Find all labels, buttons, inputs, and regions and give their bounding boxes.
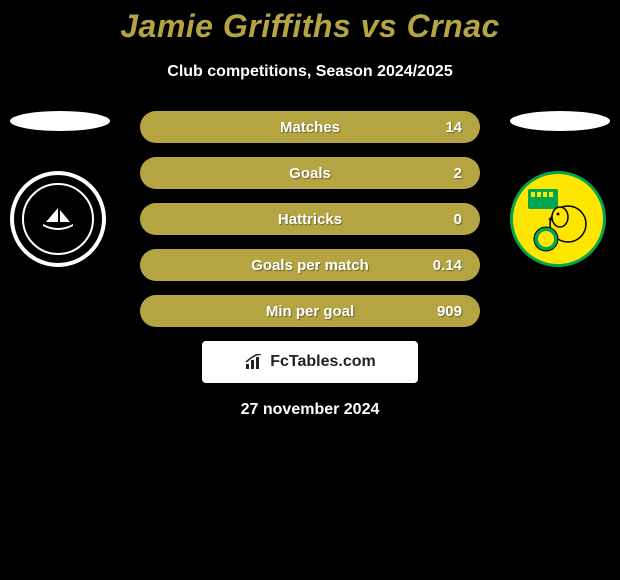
stat-value: 0.14 xyxy=(433,257,462,274)
stat-row-min-per-goal: Min per goal 909 xyxy=(140,295,480,327)
footer-date: 27 november 2024 xyxy=(0,401,620,419)
stat-label: Hattricks xyxy=(278,211,342,228)
plymouth-logo-inner xyxy=(22,183,94,255)
footer-brand-text: FcTables.com xyxy=(270,353,376,371)
right-club-logo xyxy=(510,171,606,267)
left-club-section xyxy=(10,111,110,267)
stat-value: 2 xyxy=(454,165,462,182)
stat-label: Goals xyxy=(289,165,331,182)
left-ellipse xyxy=(10,111,110,131)
subtitle: Club competitions, Season 2024/2025 xyxy=(0,63,620,81)
comparison-content: Matches 14 Goals 2 Hattricks 0 Goals per… xyxy=(0,111,620,419)
right-club-section xyxy=(510,111,610,267)
right-ellipse xyxy=(510,111,610,131)
stat-row-goals-per-match: Goals per match 0.14 xyxy=(140,249,480,281)
left-club-logo xyxy=(10,171,106,267)
boat-icon xyxy=(38,204,78,234)
stat-value: 0 xyxy=(454,211,462,228)
stat-value: 909 xyxy=(437,303,462,320)
footer-brand-badge[interactable]: FcTables.com xyxy=(202,341,418,383)
page-title: Jamie Griffiths vs Crnac xyxy=(0,0,620,45)
stat-label: Min per goal xyxy=(266,303,354,320)
stat-label: Matches xyxy=(280,119,340,136)
stat-row-goals: Goals 2 xyxy=(140,157,480,189)
stat-value: 14 xyxy=(445,119,462,136)
chart-icon xyxy=(244,354,264,370)
stat-row-matches: Matches 14 xyxy=(140,111,480,143)
stat-rows: Matches 14 Goals 2 Hattricks 0 Goals per… xyxy=(140,111,480,327)
stat-label: Goals per match xyxy=(251,257,369,274)
stat-row-hattricks: Hattricks 0 xyxy=(140,203,480,235)
canary-icon xyxy=(518,179,598,259)
